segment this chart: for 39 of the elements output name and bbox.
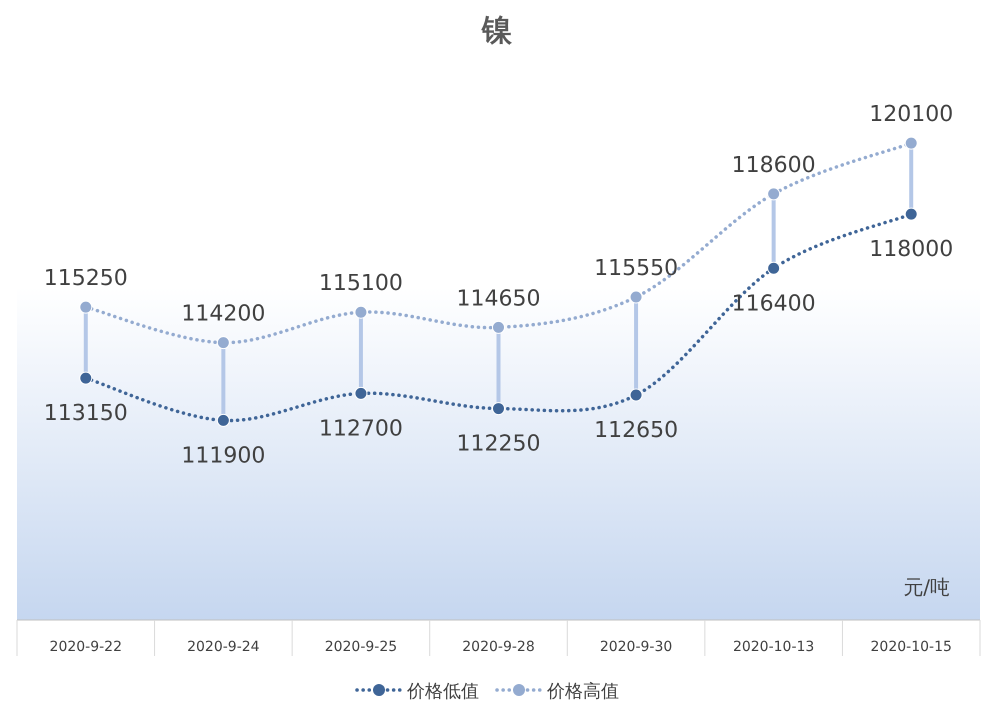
data-label: 114650 — [456, 286, 540, 312]
data-label: 115550 — [594, 256, 678, 281]
data-label: 112700 — [318, 416, 403, 442]
legend-label: 价格低值 — [406, 681, 479, 702]
point — [492, 320, 505, 334]
data-label: 118600 — [732, 152, 816, 178]
point — [354, 306, 368, 319]
data-label: 115250 — [44, 266, 128, 292]
data-label: 114200 — [181, 302, 266, 327]
data-label: 120100 — [869, 102, 954, 128]
x-tick-label: 2020-9-28 — [462, 639, 535, 655]
data-label: 112650 — [594, 418, 678, 444]
chart-title: 镍 — [481, 13, 513, 48]
x-tick-label: 2020-9-22 — [50, 639, 122, 655]
x-tick-label: 2020-9-25 — [324, 639, 398, 655]
point — [492, 402, 505, 416]
point — [354, 386, 368, 400]
x-tick-label: 2020-10-15 — [870, 639, 952, 655]
point — [79, 300, 92, 314]
point — [767, 262, 780, 275]
point — [630, 388, 643, 402]
x-tick-label: 2020-9-24 — [187, 639, 260, 655]
point — [767, 187, 780, 200]
point — [216, 336, 230, 350]
legend-label: 价格高值 — [546, 681, 619, 702]
data-label: 116400 — [732, 291, 816, 316]
point — [904, 136, 918, 150]
data-label: 111900 — [181, 443, 266, 468]
point — [216, 414, 230, 427]
x-tick-label: 2020-10-13 — [732, 639, 814, 655]
data-label: 118000 — [869, 237, 954, 262]
x-tick-label: 2020-9-30 — [600, 639, 672, 655]
data-label: 115100 — [318, 271, 403, 296]
text: 元/吨 — [903, 575, 950, 599]
data-label: 113150 — [44, 401, 128, 426]
point — [904, 208, 918, 221]
point — [630, 290, 643, 304]
data-label: 112250 — [456, 432, 540, 457]
point — [79, 372, 92, 385]
